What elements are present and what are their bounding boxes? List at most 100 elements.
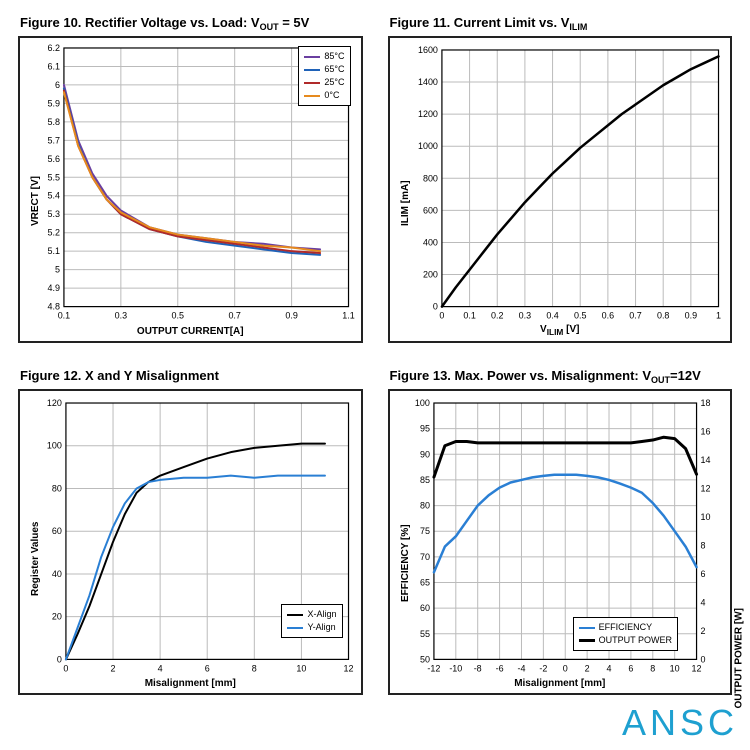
svg-text:60: 60 [419, 603, 429, 613]
svg-text:80: 80 [52, 483, 62, 493]
figure-12-xlabel: Misalignment [mm] [145, 678, 236, 689]
figure-13-plot: -12-10-8-6-4-202468101250556065707580859… [388, 389, 733, 695]
svg-text:-10: -10 [449, 663, 462, 673]
svg-text:100: 100 [47, 440, 62, 450]
svg-text:600: 600 [422, 205, 437, 215]
figure-11-panel: Figure 11. Current Limit vs. VILIM 0 0.1 0… [388, 15, 733, 343]
svg-text:85: 85 [419, 474, 429, 484]
figure-12-title: Figure 12. X and Y Misalignment [20, 368, 363, 383]
svg-text:0.5: 0.5 [172, 311, 184, 321]
svg-text:60: 60 [52, 526, 62, 536]
svg-text:5.1: 5.1 [47, 246, 59, 256]
svg-text:5.8: 5.8 [47, 117, 59, 127]
svg-text:0.9: 0.9 [285, 311, 297, 321]
figure-10-legend: 85°C65°C25°C0°C [298, 46, 350, 106]
svg-text:0.7: 0.7 [629, 311, 641, 321]
svg-text:0.2: 0.2 [491, 311, 503, 321]
svg-text:16: 16 [700, 426, 710, 436]
svg-text:5.4: 5.4 [47, 191, 59, 201]
svg-text:10: 10 [669, 663, 679, 673]
svg-text:5.5: 5.5 [47, 172, 59, 182]
figure-10-xlabel: OUTPUT CURRENT[A] [137, 326, 244, 337]
figure-10-plot: 0.10.30.50.70.91.14.84.955.15.25.35.45.5… [18, 36, 363, 343]
figure-11-plot: 00.10.20.30.40.50.60.70.80.9102004006008… [388, 36, 733, 343]
svg-text:20: 20 [52, 611, 62, 621]
svg-text:120: 120 [47, 398, 62, 408]
svg-text:0: 0 [439, 311, 444, 321]
svg-text:10: 10 [700, 512, 710, 522]
svg-text:-4: -4 [517, 663, 525, 673]
svg-text:50: 50 [419, 654, 429, 664]
svg-text:-12: -12 [427, 663, 440, 673]
svg-text:0.8: 0.8 [656, 311, 668, 321]
figure-11-ylabel: ILIM [mA] [400, 180, 411, 226]
svg-text:1000: 1000 [417, 141, 437, 151]
svg-text:0.4: 0.4 [546, 311, 558, 321]
svg-text:55: 55 [419, 628, 429, 638]
svg-text:6: 6 [55, 80, 60, 90]
svg-text:75: 75 [419, 526, 429, 536]
svg-text:0.3: 0.3 [115, 311, 127, 321]
svg-text:5.7: 5.7 [47, 135, 59, 145]
figure-10-ylabel: VRECT [V] [30, 176, 41, 226]
svg-text:-2: -2 [539, 663, 547, 673]
watermark: ANSC [622, 702, 738, 744]
figure-13-panel: Figure 13. Max. Power vs. Misalignment: … [388, 368, 733, 695]
figure-12-plot: 024681012020406080100120 Register Values… [18, 389, 363, 695]
svg-text:400: 400 [422, 237, 437, 247]
svg-text:-8: -8 [473, 663, 481, 673]
svg-text:4.9: 4.9 [47, 283, 59, 293]
figure-12-panel: Figure 12. X and Y Misalignment 0 2 4 6 8 10 1… [18, 368, 363, 695]
figure-12-ylabel: Register Values [30, 522, 41, 596]
svg-text:80: 80 [419, 500, 429, 510]
figure-10-panel: Figure 10. Rectifier Voltage vs. Load: V… [18, 15, 363, 343]
svg-text:8: 8 [650, 663, 655, 673]
svg-text:1.1: 1.1 [342, 311, 354, 321]
svg-text:70: 70 [419, 551, 429, 561]
figure-12-legend: X-AlignY-Align [281, 604, 342, 638]
svg-text:1200: 1200 [417, 109, 437, 119]
figure-10-title: Figure 10. Rectifier Voltage vs. Load: V… [20, 15, 363, 30]
svg-text:0.9: 0.9 [684, 311, 696, 321]
svg-text:6: 6 [700, 568, 705, 578]
svg-text:40: 40 [52, 568, 62, 578]
svg-text:100: 100 [414, 398, 429, 408]
svg-text:1400: 1400 [417, 77, 437, 87]
svg-text:10: 10 [296, 663, 306, 673]
figure-13-title: Figure 13. Max. Power vs. Misalignment: … [390, 368, 733, 383]
svg-text:5.2: 5.2 [47, 228, 59, 238]
svg-text:4: 4 [700, 597, 705, 607]
svg-text:8: 8 [700, 540, 705, 550]
figure-11-title: Figure 11. Current Limit vs. VILIM [390, 15, 733, 30]
svg-text:4: 4 [158, 663, 163, 673]
svg-text:0: 0 [432, 302, 437, 312]
svg-text:12: 12 [700, 483, 710, 493]
svg-text:0: 0 [57, 654, 62, 664]
figure-11-xlabel: VILIM [V] [540, 324, 579, 337]
svg-text:5.3: 5.3 [47, 209, 59, 219]
figure-13-xlabel: Misalignment [mm] [514, 678, 605, 689]
svg-text:0.6: 0.6 [601, 311, 613, 321]
svg-text:4: 4 [606, 663, 611, 673]
figure-13-legend: EFFICIENCYOUTPUT POWER [573, 617, 678, 651]
svg-text:5: 5 [55, 265, 60, 275]
svg-text:0.1: 0.1 [58, 311, 70, 321]
svg-text:6: 6 [205, 663, 210, 673]
svg-text:2: 2 [700, 625, 705, 635]
svg-text:2: 2 [584, 663, 589, 673]
figure-13-ylabel2: OUTPUT POWER [W] [734, 608, 745, 709]
svg-text:0: 0 [63, 663, 68, 673]
svg-text:0: 0 [562, 663, 567, 673]
svg-text:2: 2 [111, 663, 116, 673]
svg-text:5.6: 5.6 [47, 154, 59, 164]
svg-text:-6: -6 [495, 663, 503, 673]
svg-text:1: 1 [716, 311, 721, 321]
svg-text:0.5: 0.5 [573, 311, 585, 321]
svg-text:6: 6 [628, 663, 633, 673]
svg-text:5.9: 5.9 [47, 98, 59, 108]
svg-text:8: 8 [252, 663, 257, 673]
svg-text:14: 14 [700, 455, 710, 465]
svg-text:90: 90 [419, 449, 429, 459]
svg-text:0.1: 0.1 [463, 311, 475, 321]
svg-text:200: 200 [422, 270, 437, 280]
